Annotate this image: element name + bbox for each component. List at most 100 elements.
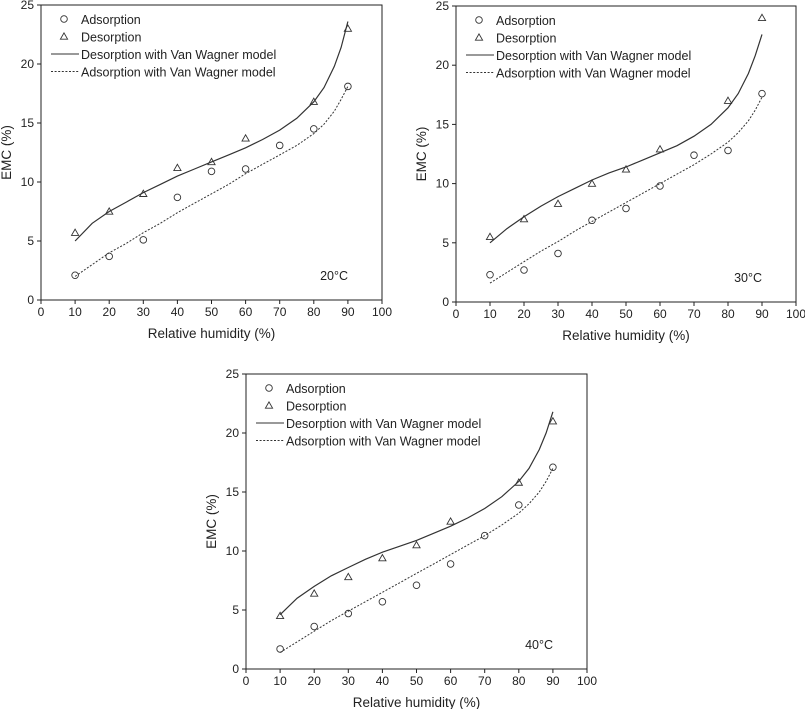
x-tick-label: 40: [171, 305, 185, 319]
desorption-point: [173, 163, 182, 171]
legend-label: Desorption: [496, 32, 556, 46]
x-tick-label: 20: [517, 307, 531, 321]
x-tick-label: 70: [478, 674, 492, 688]
adsorption-point: [486, 271, 494, 279]
x-tick-label: 30: [551, 307, 565, 321]
y-tick-label: 5: [27, 234, 34, 248]
x-tick-label: 0: [243, 674, 250, 688]
adsorption-point: [554, 249, 562, 258]
desorption-point: [723, 96, 733, 104]
x-tick-label: 100: [577, 674, 597, 688]
x-axis-label: Relative humidity (%): [353, 695, 481, 709]
legend-label: Desorption with Van Wagner model: [286, 417, 481, 431]
y-tick-label: 20: [436, 58, 450, 72]
x-tick-label: 40: [585, 307, 599, 321]
y-tick-label: 0: [442, 295, 449, 309]
x-tick-label: 50: [205, 305, 219, 319]
panel-40c: 0 10 20 30 40 50 60 70 80 90 100 0 5 10 15 20 25 Relative…: [204, 367, 597, 709]
desorption-point: [485, 232, 495, 241]
x-tick-label: 20: [308, 674, 322, 688]
temperature-label: 30°C: [734, 271, 762, 285]
legend-marker-desorption: [264, 400, 274, 409]
adsorption-point: [173, 193, 182, 202]
x-tick-label: 90: [341, 305, 355, 319]
desorption-point: [275, 611, 285, 620]
legend-label: Desorption with Van Wagner model: [496, 49, 691, 63]
legend-marker-desorption: [474, 32, 484, 41]
x-tick-label: 90: [546, 674, 560, 688]
x-tick-label: 90: [755, 307, 769, 321]
desorption-point: [241, 133, 250, 142]
x-tick-label: 80: [721, 307, 735, 321]
x-tick-label: 100: [372, 305, 392, 319]
legend-label: Adsorption: [286, 382, 346, 396]
y-tick-label: 20: [226, 426, 240, 440]
y-axis-label: EMC (%): [0, 125, 14, 180]
adsorption-point: [71, 271, 79, 279]
legend-label: Adsorption with Van Wagner model: [286, 435, 481, 449]
legend-label: Adsorption: [496, 14, 556, 28]
legend-label: Desorption: [81, 31, 141, 45]
adsorption-point: [690, 151, 698, 159]
desorption-point: [548, 416, 558, 425]
y-tick-label: 20: [21, 57, 35, 71]
legend-marker-adsorption: [60, 15, 68, 23]
y-tick-label: 10: [21, 175, 35, 189]
desorption-model-line: [489, 34, 763, 244]
adsorption-point: [515, 501, 523, 509]
x-tick-label: 50: [410, 674, 424, 688]
legend-label: Desorption with Van Wagner model: [81, 48, 276, 62]
adsorption-point: [758, 89, 766, 98]
y-tick-label: 15: [226, 485, 240, 499]
adsorption-point: [310, 622, 318, 631]
adsorption-model-line: [279, 468, 554, 653]
adsorption-point: [276, 645, 284, 653]
desorption-point: [378, 553, 387, 562]
x-tick-label: 0: [453, 307, 460, 321]
legend-marker-desorption: [59, 31, 69, 40]
desorption-point: [446, 516, 455, 525]
adsorption-point: [446, 560, 455, 568]
desorption-point: [553, 199, 563, 207]
adsorption-point: [344, 82, 352, 91]
adsorption-model-line: [74, 86, 349, 277]
x-tick-label: 80: [512, 674, 526, 688]
desorption-point: [621, 164, 631, 173]
adsorption-point: [275, 141, 284, 150]
x-tick-label: 30: [137, 305, 151, 319]
x-tick-label: 60: [444, 674, 458, 688]
y-tick-label: 5: [442, 236, 449, 250]
adsorption-point: [724, 146, 732, 155]
y-axis-label: EMC (%): [204, 494, 219, 549]
x-tick-label: 100: [786, 307, 805, 321]
desorption-point: [412, 540, 421, 549]
temperature-label: 20°C: [320, 269, 348, 283]
x-tick-label: 10: [68, 305, 82, 319]
x-tick-label: 50: [619, 307, 633, 321]
adsorption-point: [378, 597, 387, 606]
x-tick-label: 30: [342, 674, 356, 688]
adsorption-point: [520, 266, 528, 274]
y-tick-label: 5: [232, 603, 239, 617]
y-tick-label: 10: [436, 177, 450, 191]
y-tick-label: 10: [226, 544, 240, 558]
adsorption-point: [656, 182, 664, 190]
desorption-point: [757, 13, 767, 21]
panel-30c: 0 10 20 30 40 50 60 70 80 90 100 0 5 10 15 20 25 Relative…: [414, 0, 805, 343]
x-axis-label: Relative humidity (%): [562, 328, 690, 343]
y-tick-label: 0: [232, 662, 239, 676]
y-tick-label: 25: [436, 0, 450, 13]
y-tick-label: 0: [27, 293, 34, 307]
x-tick-label: 20: [103, 305, 117, 319]
legend-marker-adsorption: [475, 16, 483, 24]
adsorption-point: [549, 463, 557, 471]
x-tick-label: 0: [38, 305, 45, 319]
desorption-model-line: [74, 21, 349, 242]
legend-marker-adsorption: [265, 384, 273, 392]
y-axis-label: EMC (%): [414, 127, 429, 182]
adsorption-point: [622, 204, 630, 213]
adsorption-point: [139, 236, 148, 244]
desorption-point: [587, 179, 597, 187]
temperature-label: 40°C: [525, 638, 553, 652]
adsorption-point: [412, 581, 421, 589]
